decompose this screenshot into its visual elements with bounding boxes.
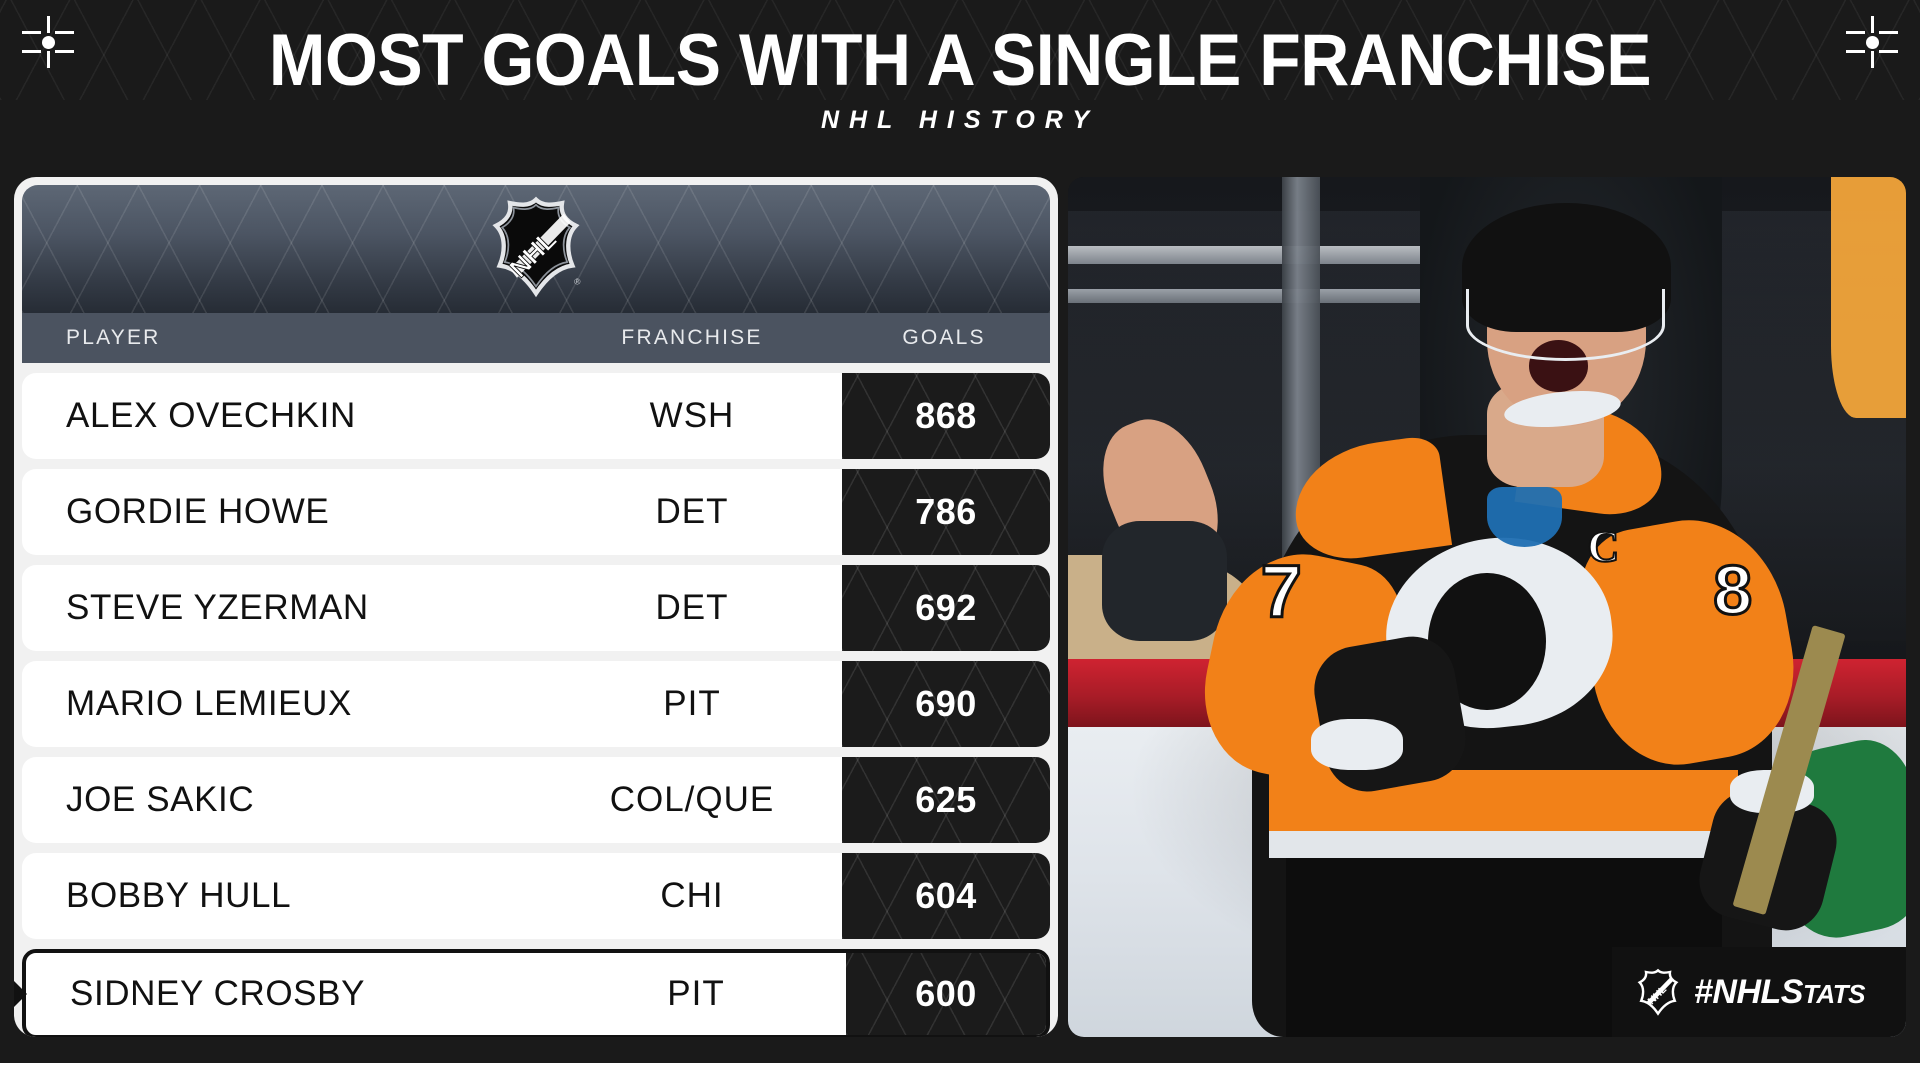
cell-goals: 600	[846, 953, 1046, 1035]
registration-mark-top-right	[1846, 16, 1898, 68]
page-title: MOST GOALS WITH A SINGLE FRANCHISE	[268, 20, 1652, 101]
hashtag-tats: TATS	[1802, 978, 1866, 1009]
page-subtitle: NHL HISTORY	[820, 106, 1100, 134]
cell-player: JOE SAKIC	[66, 780, 255, 819]
cell-franchise: WSH	[649, 396, 735, 435]
cell-franchise: PIT	[667, 974, 725, 1013]
cell-franchise: DET	[655, 588, 729, 627]
goals-value: 868	[915, 395, 977, 436]
nhl-stats-hashtag: #NHLSTATS	[1694, 972, 1866, 1012]
goals-value: 600	[915, 973, 977, 1014]
goals-lattice-pattern	[842, 565, 1050, 651]
goals-lattice-pattern	[842, 373, 1050, 459]
goals-value: 625	[915, 779, 977, 820]
cell-goals: 604	[842, 853, 1050, 939]
table-row[interactable]: GORDIE HOWE DET 786	[22, 469, 1050, 555]
column-header-franchise: FRANCHISE	[621, 326, 763, 349]
jersey-number-back: 8	[1712, 551, 1754, 630]
title-block: MOST GOALS WITH A SINGLE FRANCHISE NHL H…	[0, 22, 1920, 135]
goals-value: 692	[915, 587, 977, 628]
table-row[interactable]: JOE SAKIC COL/QUE 625	[22, 757, 1050, 843]
cell-player: GORDIE HOWE	[66, 492, 330, 531]
cell-franchise: CHI	[660, 876, 724, 915]
stats-table-panel: NHL ® PLAYER FRANCHISE GOALS ALEX OVECHK…	[14, 177, 1058, 1037]
goals-value: 786	[915, 491, 977, 532]
cell-player: MARIO LEMIEUX	[66, 684, 352, 723]
goals-value: 604	[915, 875, 977, 916]
cell-franchise: DET	[655, 492, 729, 531]
jersey-number: 7	[1259, 550, 1303, 634]
row-pointer-icon	[14, 979, 27, 1009]
nhl-shield-icon: NHL ®	[492, 196, 581, 298]
table-column-header: PLAYER FRANCHISE GOALS	[22, 313, 1050, 363]
cell-goals: 690	[842, 661, 1050, 747]
goals-lattice-pattern	[842, 853, 1050, 939]
nhl-shield-outline-icon: NHL	[1637, 968, 1679, 1016]
table-row[interactable]: ALEX OVECHKIN WSH 868	[22, 373, 1050, 459]
registered-mark: ®	[574, 277, 581, 287]
cell-franchise: PIT	[663, 684, 721, 723]
goals-value: 690	[915, 683, 977, 724]
goals-lattice-pattern	[842, 469, 1050, 555]
cell-player: ALEX OVECHKIN	[66, 396, 356, 435]
table-rows: ALEX OVECHKIN WSH 868 GORDIE HOWE DET 78…	[14, 363, 1058, 1037]
captain-letter: C	[1587, 521, 1621, 572]
cell-goals: 868	[842, 373, 1050, 459]
nhl-stats-badge: NHL #NHLSTATS	[1612, 947, 1906, 1037]
nhl-shield-logo: NHL ®	[484, 195, 588, 304]
player-photo-panel: 7 8 C NHL #NHLSTATS	[1068, 177, 1906, 1037]
goals-lattice-pattern	[842, 757, 1050, 843]
cell-goals: 692	[842, 565, 1050, 651]
cell-player: BOBBY HULL	[66, 876, 292, 915]
goals-lattice-pattern	[842, 661, 1050, 747]
column-header-player: PLAYER	[66, 326, 161, 349]
goals-lattice-pattern	[846, 953, 1046, 1035]
table-row[interactable]: STEVE YZERMAN DET 692	[22, 565, 1050, 651]
table-panel-header: NHL ®	[22, 185, 1050, 313]
cell-player: STEVE YZERMAN	[66, 588, 369, 627]
cell-goals: 625	[842, 757, 1050, 843]
table-row[interactable]: MARIO LEMIEUX PIT 690	[22, 661, 1050, 747]
table-row[interactable]: BOBBY HULL CHI 604	[22, 853, 1050, 939]
table-row-highlighted[interactable]: SIDNEY CROSBY PIT 600	[14, 949, 1050, 1037]
cell-franchise: COL/QUE	[609, 780, 775, 819]
registration-mark-top-left	[22, 16, 74, 68]
cell-goals: 786	[842, 469, 1050, 555]
hashtag-main: #NHL	[1694, 972, 1781, 1011]
photo-scene: 7 8 C	[1068, 177, 1906, 1037]
cell-player: SIDNEY CROSBY	[70, 974, 366, 1013]
column-header-goals: GOALS	[902, 326, 986, 349]
hashtag-s: S	[1780, 972, 1804, 1011]
bottom-white-strip	[0, 1063, 1920, 1080]
